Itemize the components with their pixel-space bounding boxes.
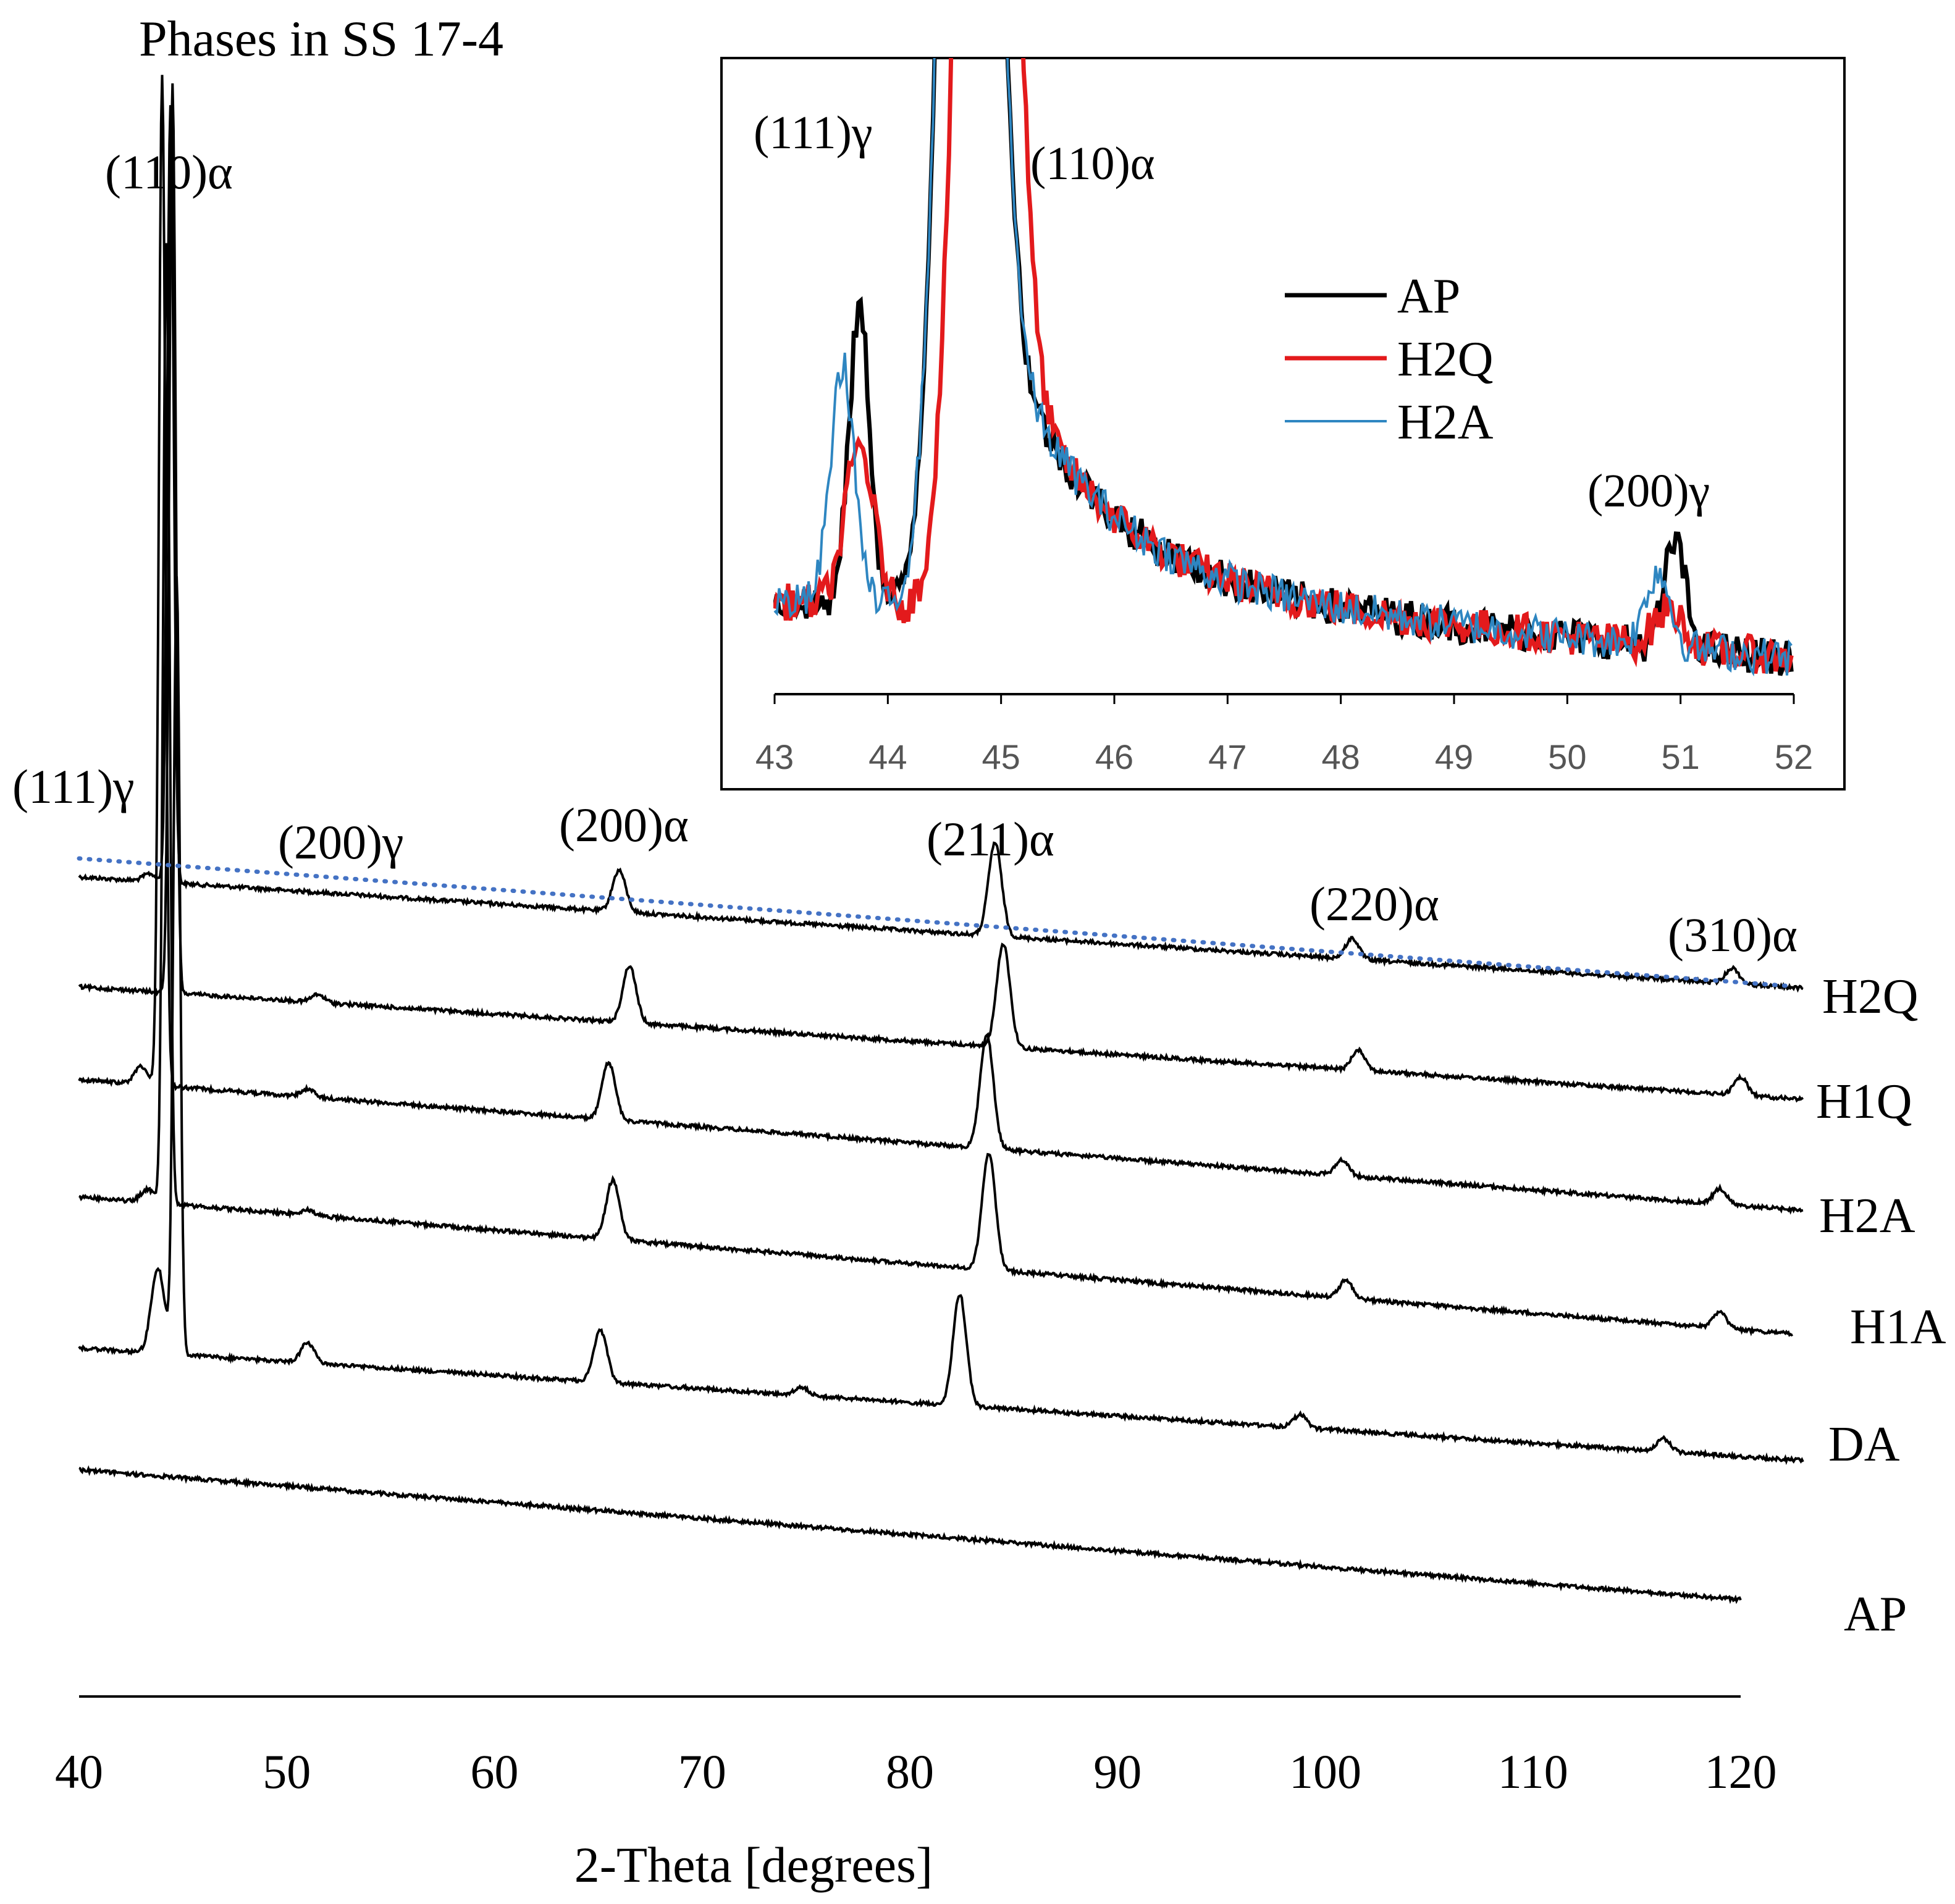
x-tick-label: 100 — [1289, 1745, 1361, 1798]
x-tick-label: 110 — [1498, 1745, 1568, 1798]
main-plot-area — [78, 75, 1804, 1604]
sample-label-h1a: H1A — [1850, 1300, 1946, 1354]
sample-label-ap: AP — [1844, 1587, 1907, 1642]
legend-label-ap: AP — [1397, 269, 1460, 324]
sample-label-da: DA — [1828, 1417, 1900, 1472]
inset-trace-h2a — [773, 58, 1793, 677]
legend-label-h2a: H2A — [1397, 395, 1494, 450]
dotted-reference-line — [77, 856, 1795, 989]
x-tick-label: 80 — [886, 1745, 934, 1798]
sample-label-h1q: H1Q — [1816, 1075, 1912, 1129]
trace-h1q — [78, 83, 1804, 1103]
inset-peak-labels: (111)γ (110)α (200)γ — [754, 107, 1710, 517]
peak-label: (200)γ — [278, 815, 403, 869]
inset-peak-label: (200)γ — [1587, 465, 1710, 517]
trace-ap — [78, 1465, 1742, 1604]
peak-label: (110)α — [105, 145, 233, 199]
inset-x-tick-label: 49 — [1435, 737, 1473, 776]
x-tick-label: 60 — [471, 1745, 519, 1798]
inset-legend: AP H2Q H2A — [1285, 269, 1494, 450]
inset-x-tick-label: 51 — [1662, 737, 1700, 776]
trace-h2q — [78, 105, 1804, 993]
inset-x-tick-label: 52 — [1775, 737, 1813, 776]
peak-label: (220)α — [1310, 877, 1439, 931]
peak-label: (111)γ — [12, 760, 135, 813]
trace-da — [78, 576, 1804, 1466]
inset-plot-area — [773, 58, 1794, 677]
peak-label: (310)α — [1668, 908, 1797, 962]
inset-x-tick-label: 50 — [1548, 737, 1586, 776]
inset-frame — [720, 57, 1846, 791]
sample-label-h2q: H2Q — [1822, 970, 1919, 1024]
inset-chart: 43 44 45 46 47 48 49 50 51 52 (111)γ(110)α(200)γ … — [720, 57, 1846, 791]
inset-peak-label: (110)α — [1030, 138, 1155, 190]
inset-x-tick-label: 46 — [1095, 737, 1133, 776]
inset-x-tick-label: 47 — [1208, 737, 1247, 776]
trace-h1a — [78, 243, 1794, 1337]
peak-label: (200)α — [559, 798, 689, 852]
inset-x-tick-label: 45 — [982, 737, 1020, 776]
x-tick-label: 90 — [1093, 1745, 1141, 1798]
legend-label-h2q: H2Q — [1397, 332, 1494, 387]
inset-peak-label: (111)γ — [754, 107, 873, 159]
x-tick-label: 70 — [678, 1745, 726, 1798]
inset-x-tick-label: 44 — [868, 737, 907, 776]
main-x-tick-labels: 40 50 60 70 80 90 100 110 120 — [55, 1745, 1777, 1798]
inset-x-tick-label: 43 — [755, 737, 794, 776]
x-tick-label: 40 — [55, 1745, 103, 1798]
x-axis-label: 2-Theta [degrees] — [574, 1837, 933, 1893]
sample-label-h2a: H2A — [1819, 1189, 1915, 1243]
sample-labels: H2Q H1Q H2A H1A DA AP — [1816, 970, 1946, 1642]
x-tick-label: 120 — [1705, 1745, 1777, 1798]
main-peak-labels: (111)γ (110)α (200)γ (200)α (211)α (220)α (310… — [12, 145, 1797, 962]
trace-h2a — [78, 75, 1804, 1215]
x-tick-label: 50 — [263, 1745, 311, 1798]
inset-x-tick-labels: 43 44 45 46 47 48 49 50 51 52 — [755, 694, 1813, 776]
inset-x-tick-label: 48 — [1322, 737, 1360, 776]
peak-label: (211)α — [927, 812, 1054, 866]
chart-title: Phases in SS 17-4 — [139, 10, 503, 67]
